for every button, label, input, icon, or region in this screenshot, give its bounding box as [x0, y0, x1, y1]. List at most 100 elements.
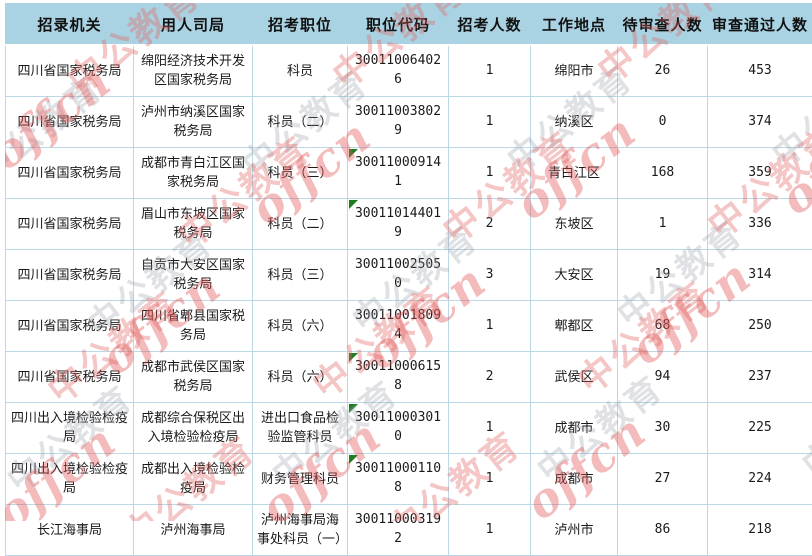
- cell-department: 成都出入境检验检疫局: [134, 454, 253, 505]
- col-header-recruiting-agency: 招录机关: [6, 4, 134, 46]
- cell-recruits: 2: [449, 199, 531, 250]
- col-header-position-code: 职位代码: [348, 4, 449, 46]
- cell-department: 泸州海事局: [134, 505, 253, 556]
- green-corner-marker-icon: [349, 353, 358, 362]
- cell-recruits: 1: [449, 454, 531, 505]
- col-header-employing-department: 用人司局: [134, 4, 253, 46]
- cell-passed: 453: [708, 45, 812, 97]
- cell-code: 300110003010: [348, 403, 449, 454]
- cell-department: 泸州市纳溪区国家税务局: [134, 97, 253, 148]
- cell-recruits: 1: [449, 505, 531, 556]
- cell-code: 300110025050: [348, 250, 449, 301]
- cell-department: 成都市武侯区国家税务局: [134, 352, 253, 403]
- cell-pending: 0: [618, 97, 708, 148]
- cell-position: 进出口食品检验监管科员: [253, 403, 348, 454]
- cell-recruits: 1: [449, 301, 531, 352]
- cell-location: 绵阳市: [531, 45, 618, 97]
- col-header-work-location: 工作地点: [531, 4, 618, 46]
- cell-position: 科员（六）: [253, 352, 348, 403]
- cell-pending: 26: [618, 45, 708, 97]
- cell-position: 科员（三）: [253, 148, 348, 199]
- cell-recruits: 3: [449, 250, 531, 301]
- cell-agency: 长江海事局: [6, 505, 134, 556]
- cell-position: 泸州海事局海事处科员（一）: [253, 505, 348, 556]
- cell-code: 300110001108: [348, 454, 449, 505]
- cell-code: 300110009141: [348, 148, 449, 199]
- cell-agency: 四川省国家税务局: [6, 45, 134, 97]
- cell-position: 科员: [253, 45, 348, 97]
- cell-location: 大安区: [531, 250, 618, 301]
- cell-location: 纳溪区: [531, 97, 618, 148]
- cell-code: 300110018094: [348, 301, 449, 352]
- cell-passed: 250: [708, 301, 812, 352]
- cell-department: 绵阳经济技术开发区国家税务局: [134, 45, 253, 97]
- green-corner-marker-icon: [349, 455, 358, 464]
- page: { "chart_data": { "type": "table", "titl…: [0, 0, 812, 518]
- cell-passed: 336: [708, 199, 812, 250]
- cell-pending: 30: [618, 403, 708, 454]
- cell-code: 300110144019: [348, 199, 449, 250]
- green-corner-marker-icon: [349, 404, 358, 413]
- cell-code: 300110006158: [348, 352, 449, 403]
- cell-recruits: 1: [449, 45, 531, 97]
- cell-agency: 四川出入境检验检疫局: [6, 403, 134, 454]
- col-header-pending-review-count: 待审查人数: [618, 4, 708, 46]
- cell-location: 成都市: [531, 403, 618, 454]
- cell-department: 成都综合保税区出入境检验检疫局: [134, 403, 253, 454]
- cell-agency: 四川出入境检验检疫局: [6, 454, 134, 505]
- cell-department: 自贡市大安区国家税务局: [134, 250, 253, 301]
- cell-department: 眉山市东坡区国家税务局: [134, 199, 253, 250]
- cell-agency: 四川省国家税务局: [6, 301, 134, 352]
- cell-location: 成都市: [531, 454, 618, 505]
- cell-pending: 94: [618, 352, 708, 403]
- cell-pending: 86: [618, 505, 708, 556]
- cell-agency: 四川省国家税务局: [6, 199, 134, 250]
- positions-table: 招录机关 用人司局 招考职位 职位代码 招考人数 工作地点 待审查人数 审查通过…: [5, 3, 812, 556]
- table-header: 招录机关 用人司局 招考职位 职位代码 招考人数 工作地点 待审查人数 审查通过…: [6, 4, 812, 46]
- cell-agency: 四川省国家税务局: [6, 97, 134, 148]
- cell-recruits: 1: [449, 97, 531, 148]
- cell-recruits: 1: [449, 403, 531, 454]
- cell-agency: 四川省国家税务局: [6, 148, 134, 199]
- green-corner-marker-icon: [349, 149, 358, 158]
- cell-department: 四川省郫县国家税务局: [134, 301, 253, 352]
- cell-code: 300110064026: [348, 45, 449, 97]
- cell-code: 300110003192: [348, 505, 449, 556]
- green-corner-marker-icon: [349, 200, 358, 209]
- cell-recruits: 1: [449, 148, 531, 199]
- cell-agency: 四川省国家税务局: [6, 250, 134, 301]
- cell-passed: 225: [708, 403, 812, 454]
- cell-location: 武侯区: [531, 352, 618, 403]
- cell-agency: 四川省国家税务局: [6, 352, 134, 403]
- cell-pending: 27: [618, 454, 708, 505]
- cell-passed: 237: [708, 352, 812, 403]
- cell-department: 成都市青白江区国家税务局: [134, 148, 253, 199]
- header-row: 招录机关 用人司局 招考职位 职位代码 招考人数 工作地点 待审查人数 审查通过…: [6, 4, 812, 46]
- cell-position: 科员（二）: [253, 97, 348, 148]
- cell-code: 300110038029: [348, 97, 449, 148]
- col-header-position: 招考职位: [253, 4, 348, 46]
- cell-passed: 224: [708, 454, 812, 505]
- cell-pending: 19: [618, 250, 708, 301]
- cell-passed: 359: [708, 148, 812, 199]
- cell-pending: 168: [618, 148, 708, 199]
- cell-pending: 1: [618, 199, 708, 250]
- cell-position: 财务管理科员: [253, 454, 348, 505]
- cell-passed: 374: [708, 97, 812, 148]
- cell-passed: 314: [708, 250, 812, 301]
- cell-pending: 68: [618, 301, 708, 352]
- col-header-recruit-count: 招考人数: [449, 4, 531, 46]
- cell-location: 东坡区: [531, 199, 618, 250]
- cell-location: 郫都区: [531, 301, 618, 352]
